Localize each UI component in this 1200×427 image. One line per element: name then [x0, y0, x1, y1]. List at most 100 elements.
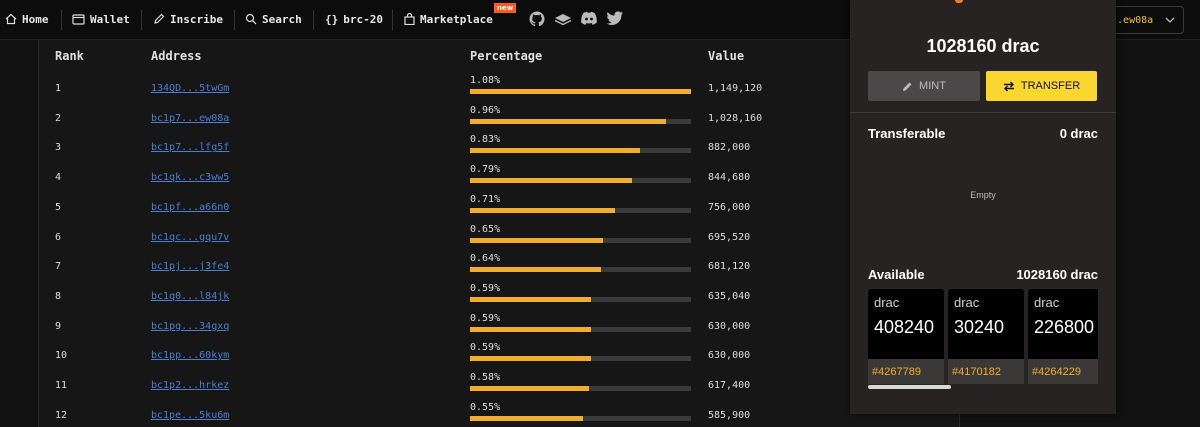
home-icon [5, 13, 17, 25]
nav-divider [234, 10, 235, 30]
available-label: Available [868, 267, 925, 282]
value-cell: 844,680 [708, 172, 751, 184]
card-amount: 30240 [954, 317, 1005, 337]
value-cell: 756,000 [708, 201, 751, 213]
card-body: drac 30240 [948, 289, 1024, 359]
chevron-down-icon [1165, 17, 1175, 23]
wallet-address: ...ew08a [1105, 14, 1154, 26]
twitter-icon[interactable] [606, 11, 624, 26]
nav-wallet[interactable]: Wallet [72, 0, 130, 38]
percentage-cell: 0.59% [470, 342, 501, 354]
pen-icon [154, 13, 165, 24]
value-cell: 681,120 [708, 261, 751, 273]
address-link[interactable]: bc1p2...hrkez [151, 380, 230, 391]
percentage-bar [470, 296, 691, 302]
nav-wallet-label: Wallet [90, 12, 130, 26]
column-header-value: Value [708, 49, 745, 63]
percentage-bar [470, 118, 691, 124]
percentage-bar [470, 386, 691, 391]
cards-scrollbar[interactable] [868, 385, 951, 389]
nav-brc20-label: brc-20 [343, 12, 383, 26]
mint-button[interactable]: MINT [868, 71, 980, 101]
percentage-bar-fill [470, 326, 591, 332]
nav-divider [61, 10, 62, 30]
percentage-bar-fill [470, 237, 603, 243]
transferable-label: Transferable [868, 126, 946, 141]
card-body: drac 226800 [1028, 289, 1098, 359]
inscription-card[interactable]: drac 226800 #4264229 [1028, 289, 1098, 384]
github-icon[interactable] [529, 11, 545, 27]
shopping-bag-icon [404, 13, 415, 25]
table-row: 12 bc1pe...5ku6m 0.55% 585,900 [0, 402, 850, 427]
percentage-bar [470, 148, 691, 154]
nav-home[interactable]: Home [5, 0, 49, 38]
nav-inscribe[interactable]: Inscribe [153, 0, 223, 38]
transferable-value: 0 drac [1059, 126, 1098, 141]
percentage-bar-fill [470, 267, 601, 273]
value-cell: 882,000 [708, 142, 751, 154]
percentage-cell: 0.96% [470, 104, 501, 116]
token-panel: 1028160 drac MINT TRANSFER Transferable … [850, 0, 1116, 414]
rank-cell: 9 [55, 320, 62, 332]
pencil-icon [903, 82, 912, 91]
transfer-button[interactable]: TRANSFER [986, 71, 1097, 101]
panel-accent [955, 0, 963, 3]
percentage-bar [470, 415, 691, 421]
panel-divider [850, 112, 1116, 113]
nav-marketplace[interactable]: Marketplace [404, 0, 493, 38]
wallet-icon [72, 14, 85, 25]
inscription-cards: drac 408240 #4267789 drac 30240 #4170182… [868, 289, 1098, 384]
rank-cell: 2 [55, 112, 62, 124]
percentage-bar [470, 237, 691, 243]
address-link[interactable]: 134QD...5twGm [151, 83, 230, 94]
value-cell: 1,028,160 [708, 112, 763, 124]
table-row: 11 bc1p2...hrkez 0.58% 617,400 [0, 372, 850, 402]
table-row: 5 bc1pf...a66n0 0.71% 756,000 [0, 194, 850, 224]
percentage-cell: 0.58% [470, 372, 501, 383]
gitbook-icon[interactable] [554, 11, 572, 27]
percentage-bar [470, 89, 691, 94]
address-link[interactable]: bc1qk...c3ww5 [151, 172, 230, 184]
value-cell: 630,000 [708, 320, 751, 332]
address-link[interactable]: bc1pj...j3fe4 [151, 261, 230, 273]
address-link[interactable]: bc1pg...34gxq [151, 320, 230, 332]
rank-cell: 4 [55, 172, 62, 184]
percentage-bar [470, 356, 691, 362]
percentage-bar-fill [470, 148, 640, 154]
card-tick: drac [954, 295, 980, 310]
holders-table-area [38, 40, 960, 427]
rank-cell: 1 [55, 83, 62, 94]
percentage-cell: 0.64% [470, 253, 501, 265]
address-link[interactable]: bc1p7...lfg5f [151, 142, 230, 154]
transfer-button-label: TRANSFER [1020, 80, 1081, 92]
nav-search[interactable]: Search [245, 0, 302, 38]
address-link[interactable]: bc1p7...ew08a [151, 112, 230, 124]
percentage-cell: 0.55% [470, 401, 501, 413]
percentage-bar-fill [470, 356, 591, 362]
discord-icon[interactable] [580, 11, 598, 26]
card-inscription-id: #4267789 [872, 366, 921, 378]
table-row: 4 bc1qk...c3ww5 0.79% 844,680 [0, 164, 850, 194]
table-row: 8 bc1q0...l84jk 0.59% 635,040 [0, 283, 850, 313]
percentage-bar-fill [470, 118, 666, 124]
percentage-cell: 0.59% [470, 312, 501, 324]
address-link[interactable]: bc1qc...gqu7v [151, 231, 230, 243]
percentage-cell: 0.71% [470, 193, 501, 205]
nav-inscribe-label: Inscribe [170, 12, 223, 26]
address-link[interactable]: bc1pe...5ku6m [151, 409, 230, 421]
inscription-card[interactable]: drac 30240 #4170182 [948, 289, 1024, 384]
nav-brc20[interactable]: {} brc-20 [325, 0, 383, 38]
address-link[interactable]: bc1q0...l84jk [151, 290, 230, 302]
percentage-bar-fill [470, 89, 691, 94]
value-cell: 630,000 [708, 350, 751, 362]
transfer-icon [1003, 81, 1014, 91]
table-row: 2 bc1p7...ew08a 0.96% 1,028,160 [0, 105, 850, 135]
value-cell: 635,040 [708, 290, 751, 302]
percentage-bar [470, 178, 691, 184]
address-link[interactable]: bc1pf...a66n0 [151, 201, 230, 213]
inscription-card[interactable]: drac 408240 #4267789 [868, 289, 944, 384]
address-link[interactable]: bc1pp...60kym [151, 350, 230, 362]
percentage-bar-fill [470, 415, 583, 421]
new-badge: new [494, 3, 517, 13]
column-header-percentage: Percentage [470, 49, 543, 63]
